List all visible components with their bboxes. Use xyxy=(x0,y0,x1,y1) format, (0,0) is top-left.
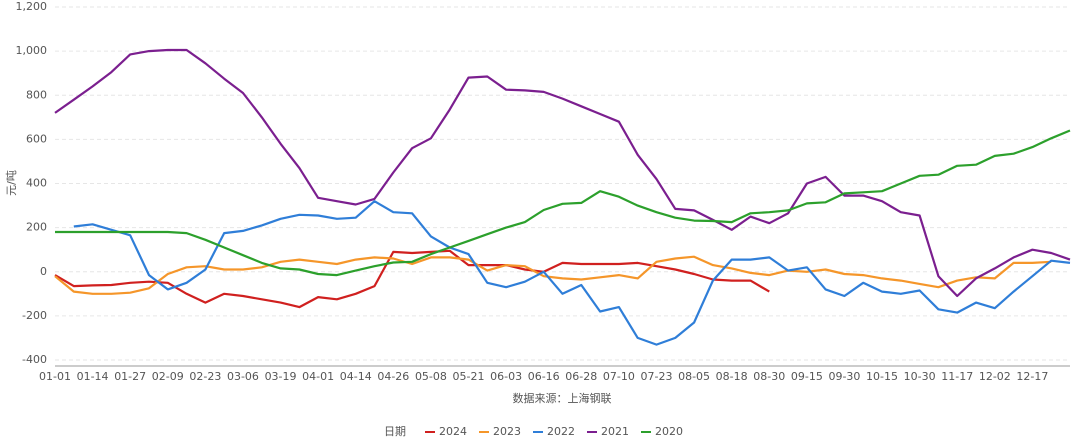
x-tick-label: 07-10 xyxy=(603,370,635,383)
x-tick-label: 12-17 xyxy=(1016,370,1048,383)
y-tick-label: 400 xyxy=(26,177,47,190)
x-tick-label: 04-01 xyxy=(302,370,334,383)
y-axis-label: 元/吨 xyxy=(5,170,18,196)
x-tick-label: 06-03 xyxy=(490,370,522,383)
x-tick-label: 08-30 xyxy=(753,370,785,383)
y-tick-label: 800 xyxy=(26,88,47,101)
x-tick-label: 10-15 xyxy=(866,370,898,383)
x-tick-label: 03-06 xyxy=(227,370,259,383)
series-line xyxy=(54,255,1052,295)
series-line xyxy=(55,129,1071,277)
legend-label: 2023 xyxy=(493,425,521,438)
legend-label: 2022 xyxy=(547,425,575,438)
y-tick-label: -200 xyxy=(22,309,47,322)
x-tick-label: 12-02 xyxy=(979,370,1011,383)
x-tick-label: 06-28 xyxy=(565,370,597,383)
x-tick-label: 01-27 xyxy=(114,370,146,383)
x-tick-label: 02-09 xyxy=(152,370,184,383)
x-tick-label: 10-30 xyxy=(904,370,936,383)
y-tick-label: 0 xyxy=(40,265,47,278)
legend-label: 2020 xyxy=(655,425,683,438)
x-tick-label: 04-26 xyxy=(377,370,409,383)
series-line xyxy=(73,200,1071,346)
y-tick-label: -400 xyxy=(22,353,47,366)
y-tick-label: 1,000 xyxy=(16,44,48,57)
x-tick-label: 01-01 xyxy=(39,370,71,383)
x-tick-label: 05-21 xyxy=(453,370,485,383)
x-tick-label: 02-23 xyxy=(189,370,221,383)
y-tick-label: 600 xyxy=(26,132,47,145)
x-tick-label: 08-18 xyxy=(716,370,748,383)
x-tick-label: 07-23 xyxy=(640,370,672,383)
x-tick-label: 09-15 xyxy=(791,370,823,383)
x-tick-label: 05-08 xyxy=(415,370,447,383)
x-tick-label: 09-30 xyxy=(828,370,860,383)
legend-title: 日期 xyxy=(384,425,406,438)
legend-label: 2021 xyxy=(601,425,629,438)
x-tick-label: 08-05 xyxy=(678,370,710,383)
source-note: 数据来源：上海钢联 xyxy=(513,391,612,405)
x-tick-label: 06-16 xyxy=(528,370,560,383)
series-line xyxy=(54,48,1071,298)
legend-label: 2024 xyxy=(439,425,467,438)
y-tick-label: 200 xyxy=(26,221,47,234)
x-tick-label: 01-14 xyxy=(77,370,109,383)
y-tick-label: 1,200 xyxy=(16,0,48,13)
x-tick-label: 04-14 xyxy=(340,370,372,383)
x-tick-label: 11-17 xyxy=(941,370,973,383)
x-tick-label: 03-19 xyxy=(265,370,297,383)
